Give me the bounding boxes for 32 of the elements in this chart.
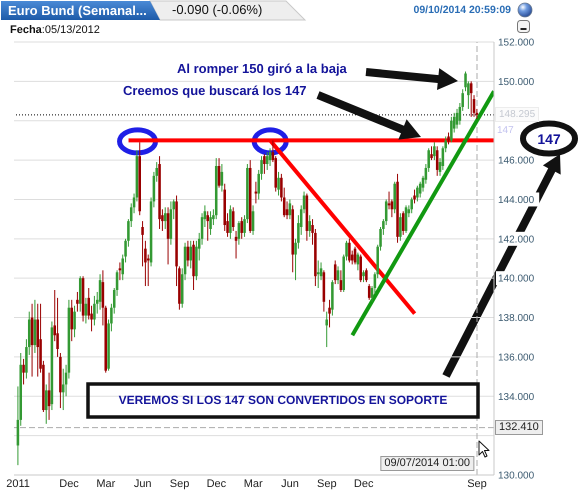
x-tick-label: Sep	[467, 478, 487, 490]
ref-line-label: 132.410	[499, 421, 539, 434]
text: Fecha:05/13/2012	[10, 24, 100, 36]
y-tick-label: 134.000	[498, 392, 535, 403]
annotation: Al romper 150 giró a la baja	[177, 61, 347, 76]
y-tick-label: 140.000	[498, 274, 535, 285]
x-tick-label: Mar	[244, 478, 263, 490]
y-tick-label: 136.000	[498, 352, 535, 364]
x-tick-label: Mar	[96, 478, 116, 490]
x-tick-label: Dec	[354, 478, 374, 490]
x-tick-label: Jun	[134, 478, 152, 490]
y-tick-label: 144.000	[498, 194, 535, 206]
y-tick-label: 130.000	[498, 470, 535, 482]
x-tick-label: Sep	[317, 478, 337, 490]
text: 147	[537, 130, 561, 146]
text: 147	[497, 125, 514, 136]
y-tick-label: 150.000	[498, 76, 535, 88]
x-tick-label: Dec	[206, 478, 227, 490]
annotation: Creemos que buscará los 147	[123, 83, 307, 98]
text: 09/10/2014 20:59:09	[414, 4, 511, 16]
y-tick-label: 146.000	[498, 156, 535, 167]
chart-title: Euro Bund (Semanal...	[8, 3, 147, 18]
y-tick-label: 138.000	[498, 313, 535, 324]
ref-line-label: 09/07/2014 01:00	[384, 457, 470, 469]
y-tick-label: 152.000	[498, 38, 535, 48]
x-tick-label: Jun	[281, 478, 299, 490]
x-tick-label: Sep	[170, 478, 190, 490]
x-tick-label: 2011	[6, 478, 30, 490]
text: -0.090 (-0.06%)	[172, 2, 262, 17]
x-tick-label: Dec	[59, 478, 80, 490]
annotation: VEREMOS SI LOS 147 SON CONVERTIDOS EN SOPORTE	[118, 392, 448, 407]
y-tick-label: 142.000	[498, 234, 535, 246]
